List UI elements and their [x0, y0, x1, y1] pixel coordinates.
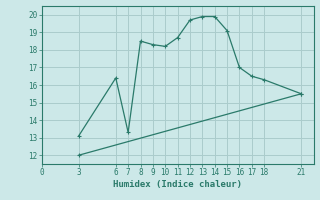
- X-axis label: Humidex (Indice chaleur): Humidex (Indice chaleur): [113, 180, 242, 189]
